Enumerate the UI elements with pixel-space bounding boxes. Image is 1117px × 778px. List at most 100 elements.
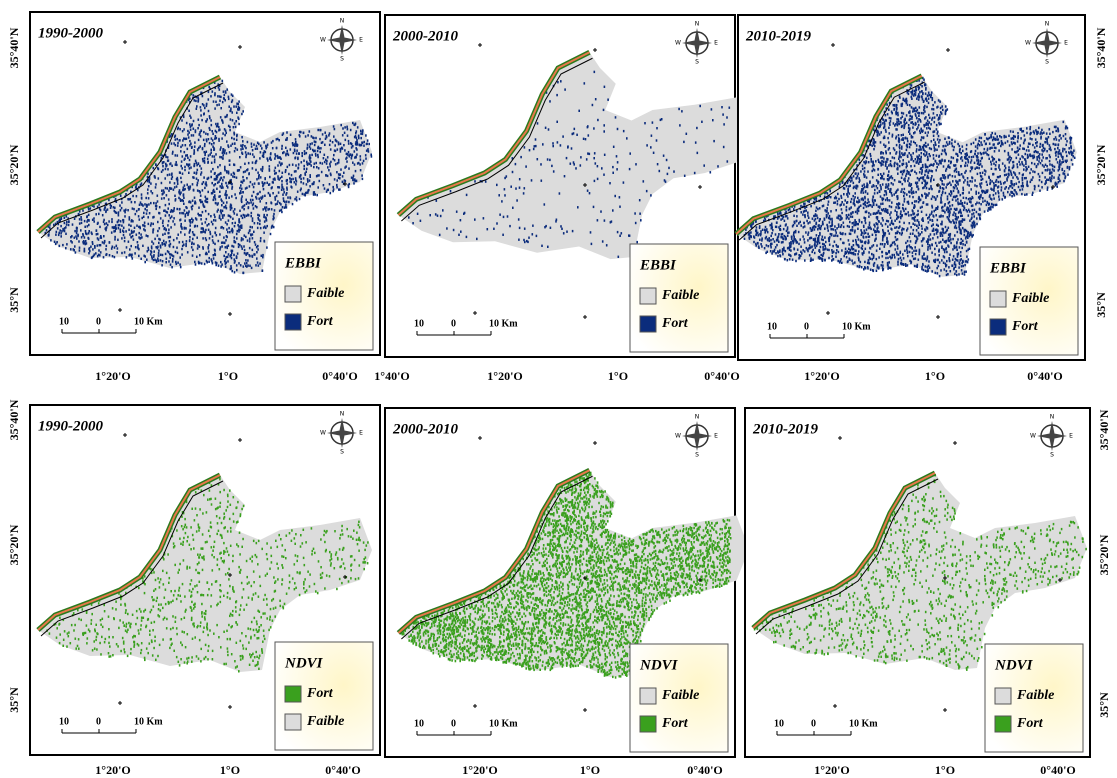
pixel <box>315 162 317 164</box>
pixel <box>184 227 186 229</box>
pixel <box>194 261 196 263</box>
pixel <box>180 165 182 167</box>
pixel <box>1016 183 1018 185</box>
pixel <box>367 148 369 150</box>
pixel <box>54 241 56 243</box>
pixel <box>287 196 289 198</box>
pixel <box>1068 147 1070 149</box>
pixel <box>819 232 821 234</box>
pixel <box>851 213 853 215</box>
pixel <box>722 113 724 115</box>
pixel <box>304 150 306 152</box>
pixel <box>144 225 146 227</box>
pixel <box>1044 176 1046 178</box>
pixel <box>1008 135 1010 137</box>
pixel <box>1055 130 1057 132</box>
pixel <box>206 260 208 262</box>
pixel <box>908 191 910 193</box>
pixel <box>167 174 169 176</box>
pixel <box>614 195 616 197</box>
pixel <box>990 161 992 163</box>
pixel <box>252 256 254 258</box>
pixel <box>1026 184 1028 186</box>
pixel <box>970 188 972 190</box>
pixel <box>463 213 465 215</box>
pixel <box>928 177 930 179</box>
pixel <box>184 158 186 160</box>
pixel <box>262 254 264 256</box>
pixel <box>263 141 265 143</box>
pixel <box>980 179 982 181</box>
pixel <box>120 209 122 211</box>
pixel <box>172 220 174 222</box>
pixel <box>319 138 321 140</box>
pixel <box>221 204 223 206</box>
pixel <box>201 167 203 169</box>
pixel <box>883 144 885 146</box>
pixel <box>283 191 285 193</box>
pixel <box>910 185 912 187</box>
pixel <box>62 244 64 246</box>
pixel <box>870 155 872 157</box>
pixel <box>231 101 233 103</box>
pixel <box>274 157 276 159</box>
pixel <box>917 210 919 212</box>
pixel <box>327 156 329 158</box>
pixel <box>155 205 157 207</box>
pixel <box>150 202 152 204</box>
pixel <box>787 235 789 237</box>
pixel <box>866 202 868 204</box>
pixel <box>997 176 999 178</box>
pixel <box>202 211 204 213</box>
pixel <box>179 208 181 210</box>
pixel <box>1020 137 1022 139</box>
pixel <box>993 163 995 165</box>
pixel <box>949 254 951 256</box>
pixel <box>214 173 216 175</box>
pixel <box>72 223 74 225</box>
pixel <box>770 250 772 252</box>
pixel <box>867 233 869 235</box>
pixel <box>234 164 236 166</box>
x-axis-label: 0°40'O <box>322 369 357 383</box>
pixel <box>175 154 177 156</box>
pixel <box>360 155 362 157</box>
pixel <box>257 248 259 250</box>
pixel <box>251 145 253 147</box>
pixel <box>928 92 930 94</box>
pixel <box>760 230 762 232</box>
pixel <box>184 166 186 168</box>
pixel <box>873 184 875 186</box>
pixel <box>769 224 771 226</box>
pixel <box>1071 151 1073 153</box>
pixel <box>927 194 929 196</box>
pixel <box>894 243 896 245</box>
pixel <box>224 94 226 96</box>
pixel <box>803 222 805 224</box>
pixel <box>932 104 934 106</box>
pixel <box>141 236 143 238</box>
pixel <box>1038 173 1040 175</box>
pixel <box>962 260 964 262</box>
pixel <box>266 202 268 204</box>
x-axis-label: 1°20'O <box>95 369 130 383</box>
pixel <box>814 252 816 254</box>
pixel <box>198 207 200 209</box>
pixel <box>954 175 956 177</box>
pixel <box>921 228 923 230</box>
pixel <box>923 269 925 271</box>
pixel <box>815 226 817 228</box>
pixel <box>837 245 839 247</box>
pixel <box>230 118 232 120</box>
pixel <box>984 133 986 135</box>
pixel <box>887 243 889 245</box>
pixel <box>1001 189 1003 191</box>
pixel <box>914 224 916 226</box>
pixel <box>931 198 933 200</box>
pixel <box>236 233 238 235</box>
pixel <box>798 222 800 224</box>
pixel <box>46 229 48 231</box>
pixel <box>874 225 876 227</box>
pixel <box>270 233 272 235</box>
pixel <box>1031 155 1033 157</box>
